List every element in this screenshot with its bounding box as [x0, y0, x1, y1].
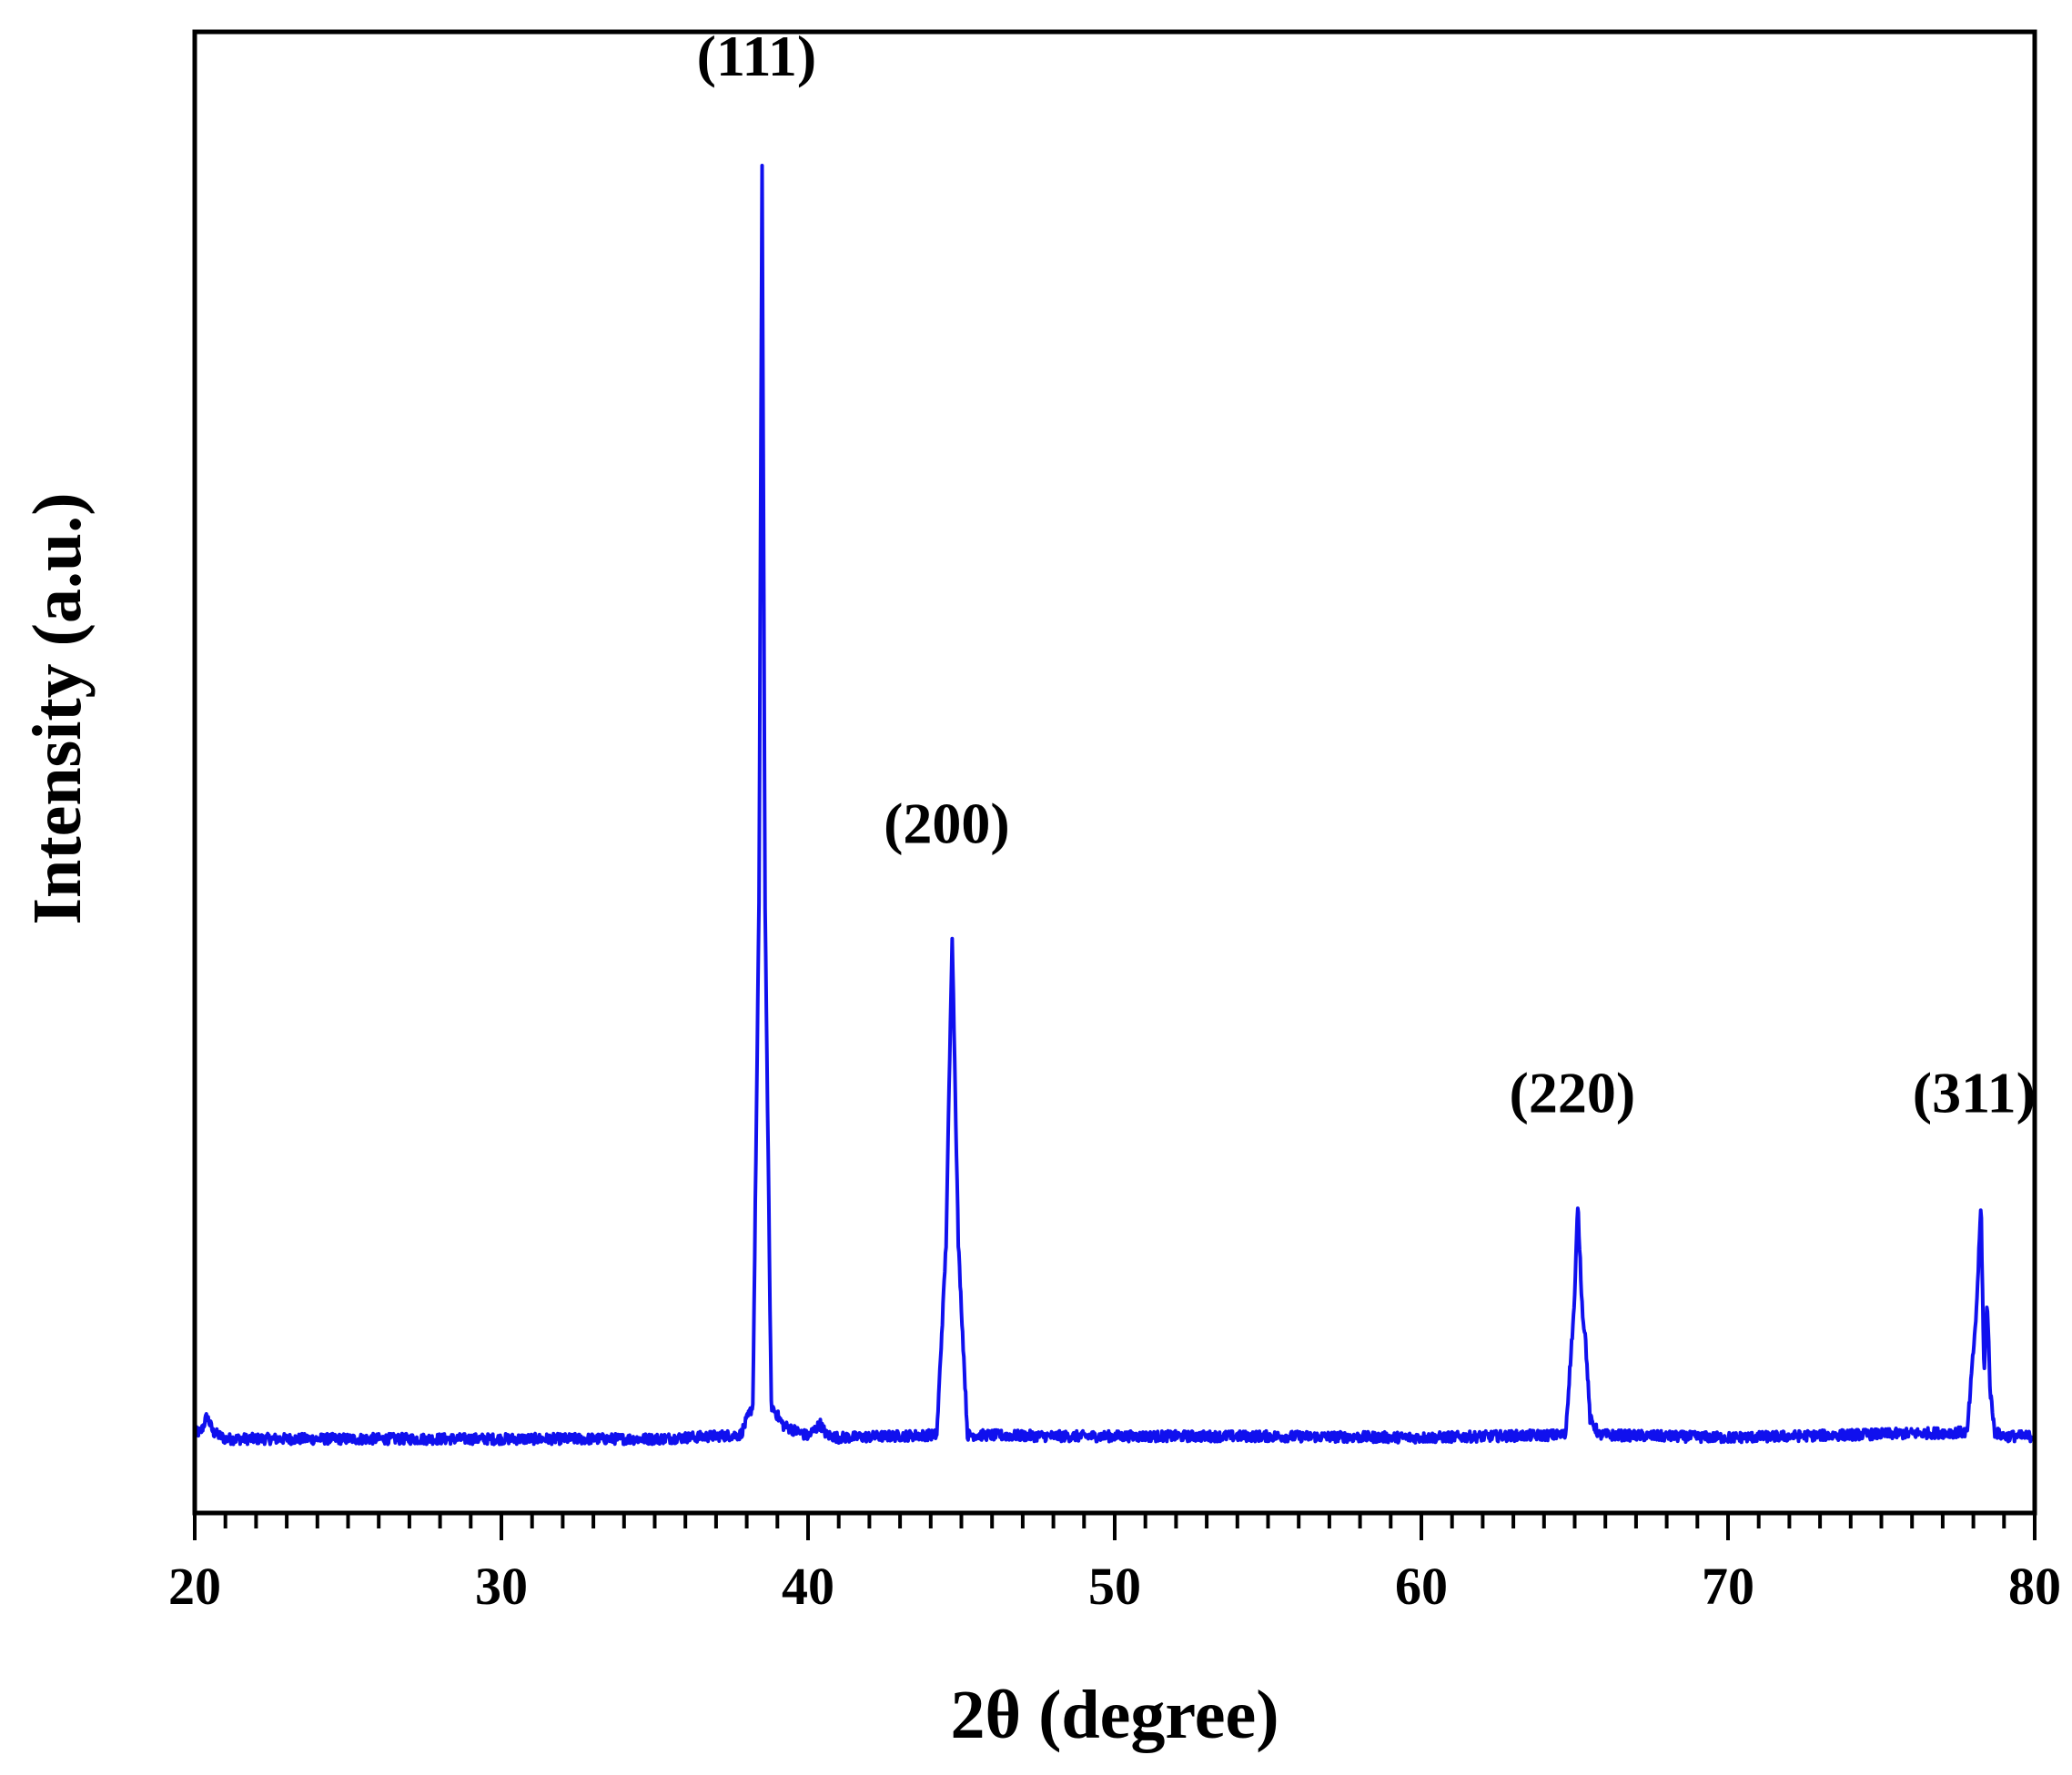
peak-labels: (111) (200) (220) (311) [697, 24, 2036, 1125]
y-axis-title: Intensity (a.u.) [19, 492, 96, 924]
x-tick-label: 30 [475, 1557, 528, 1616]
x-tick-label: 70 [1702, 1557, 1754, 1616]
x-tick-label: 80 [2008, 1557, 2061, 1616]
peak-label: (111) [697, 24, 817, 88]
x-tick-label: 50 [1088, 1557, 1141, 1616]
x-axis-title: 2θ (degree) [950, 1677, 1279, 1753]
x-tick-label: 20 [168, 1557, 221, 1616]
x-tick-label: 60 [1395, 1557, 1448, 1616]
series-line-0 [193, 164, 2037, 1447]
x-tick-label: 40 [782, 1557, 834, 1616]
plot-frame [192, 29, 2037, 1516]
plot-area [193, 164, 2037, 1447]
peak-label: (311) [1913, 1061, 2036, 1125]
peak-label: (200) [884, 792, 1010, 856]
x-axis-ticks: 20 30 40 50 60 70 80 [168, 1513, 2061, 1616]
peak-label: (220) [1510, 1061, 1636, 1125]
